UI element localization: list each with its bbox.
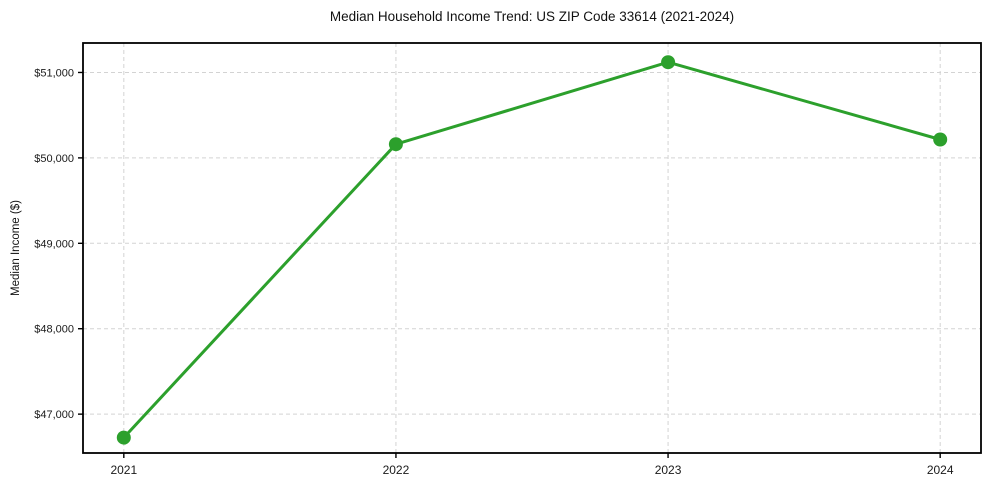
data-point-marker (661, 55, 676, 70)
plot-border (82, 42, 982, 454)
x-tick-label: 2024 (927, 463, 954, 477)
y-tick-label: $49,000 (34, 238, 74, 250)
x-tick-label: 2021 (110, 463, 137, 477)
data-point-marker (388, 137, 403, 152)
x-tick-label: 2022 (383, 463, 410, 477)
y-tick-label: $50,000 (34, 153, 74, 165)
y-tick-label: $48,000 (34, 324, 74, 336)
trend-line (122, 60, 942, 440)
y-tick-label: $47,000 (34, 409, 74, 421)
y-tick-label: $51,000 (34, 67, 74, 79)
chart-title: Median Household Income Trend: US ZIP Co… (329, 9, 735, 24)
x-tick-label: 2023 (655, 463, 682, 477)
data-point-marker (116, 430, 131, 445)
data-point-marker (933, 132, 948, 147)
